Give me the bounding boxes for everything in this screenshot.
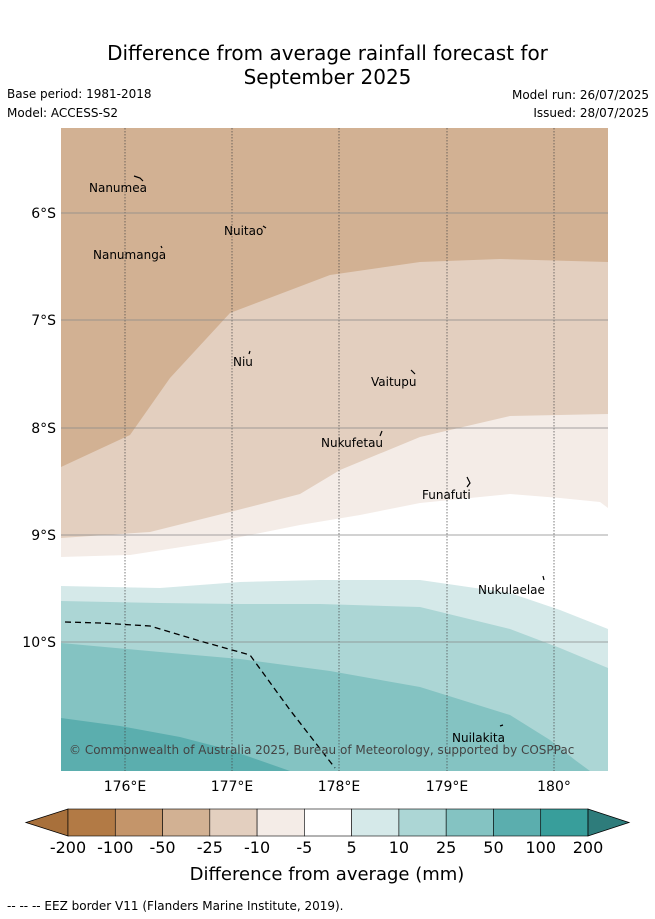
colorbar-extend-high <box>587 808 631 837</box>
island-nanumea <box>133 175 144 182</box>
band-50-100 <box>61 718 290 771</box>
colorbar-ticks: -200 -100 -50 -25 -10 -5 5 10 25 50 100 200 <box>50 838 603 857</box>
base-period: Base period: 1981-2018 <box>7 87 152 101</box>
island-nuitao <box>262 225 267 229</box>
island-outlines <box>133 175 545 727</box>
colorbar-tick-label: 100 <box>525 838 556 857</box>
label-nanumanga: Nanumanga <box>93 248 166 262</box>
label-nuilakita: Nuilakita <box>452 731 505 745</box>
map-area: Nanumea Nuitao Nanumanga Niu Vaitupu Nuk… <box>61 128 608 771</box>
colorbar-segment <box>398 808 447 837</box>
island-nanumanga <box>160 245 163 249</box>
label-funafuti: Funafuti <box>422 488 471 502</box>
colorbar-tick-label: -10 <box>244 838 270 857</box>
colorbar-title: Difference from average (mm) <box>190 864 465 885</box>
colorbar-segment <box>540 808 589 837</box>
lat-tick-9s: 9°S <box>31 528 56 544</box>
colorbar-segment <box>209 808 258 837</box>
label-niu: Niu <box>233 355 253 369</box>
colorbar-segment <box>67 808 116 837</box>
colorbar-tick-label: 5 <box>347 838 357 857</box>
colorbar <box>24 808 631 837</box>
label-nukulaelae: Nukulaelae <box>478 583 545 597</box>
meridian-lines <box>124 128 555 771</box>
lon-tick-177e: 177°E <box>211 779 254 795</box>
colorbar-segment <box>304 808 352 837</box>
lat-tick-6s: 6°S <box>31 206 56 222</box>
eez-legend-note: -- -- -- EEZ border V11 (Flanders Marine… <box>7 899 344 913</box>
island-funafuti <box>466 476 471 488</box>
label-vaitupu: Vaitupu <box>371 375 417 389</box>
eez-border <box>64 621 336 769</box>
island-nuilakita <box>499 724 504 727</box>
issued-date: Issued: 28/07/2025 <box>533 106 649 120</box>
label-nanumea: Nanumea <box>89 181 147 195</box>
lat-tick-7s: 7°S <box>31 313 56 329</box>
colorbar-tick-label: -100 <box>97 838 133 857</box>
title-line-1: Difference from average rainfall forecas… <box>107 41 548 65</box>
place-labels: Nanumea Nuitao Nanumanga Niu Vaitupu Nuk… <box>89 181 545 745</box>
colorbar-tick-label: 200 <box>573 838 604 857</box>
island-nukufetau <box>379 430 383 437</box>
lon-tick-178e: 178°E <box>318 779 361 795</box>
colorbar-tick-label: -200 <box>50 838 86 857</box>
lat-tick-8s: 8°S <box>31 421 56 437</box>
label-nuitao: Nuitao <box>224 224 263 238</box>
label-nukufetau: Nukufetau <box>321 436 383 450</box>
island-niu <box>248 350 251 355</box>
island-vaitupu <box>410 369 416 375</box>
colorbar-segment <box>256 808 305 837</box>
colorbar-segment <box>493 808 542 837</box>
lon-tick-179e: 179°E <box>426 779 469 795</box>
parallel-lines <box>61 212 608 643</box>
colorbar-tick-label: -25 <box>197 838 223 857</box>
lon-tick-180: 180° <box>537 779 571 795</box>
lat-tick-10s: 10°S <box>22 635 56 651</box>
title-line-2: September 2025 <box>243 65 412 89</box>
band-25-50 <box>61 643 590 771</box>
colorbar-tick-label: 50 <box>483 838 503 857</box>
model-name: Model: ACCESS-S2 <box>7 106 119 120</box>
island-nukulaelae <box>542 575 545 581</box>
colorbar-segment <box>351 808 400 837</box>
model-run: Model run: 26/07/2025 <box>511 88 649 102</box>
colorbar-segment <box>445 808 494 837</box>
colorbar-segment <box>162 808 211 837</box>
colorbar-segment <box>114 808 163 837</box>
colorbar-tick-label: -5 <box>296 838 312 857</box>
latitude-ticks: 6°S 7°S 8°S 9°S 10°S <box>22 206 56 651</box>
colorbar-extend-low <box>24 808 69 837</box>
longitude-ticks: 176°E 177°E 178°E 179°E 180° <box>104 779 571 795</box>
colorbar-tick-label: 25 <box>436 838 456 857</box>
copyright-notice: © Commonwealth of Australia 2025, Bureau… <box>69 743 574 757</box>
colorbar-tick-label: -50 <box>149 838 175 857</box>
lon-tick-176e: 176°E <box>104 779 147 795</box>
colorbar-tick-label: 10 <box>389 838 409 857</box>
